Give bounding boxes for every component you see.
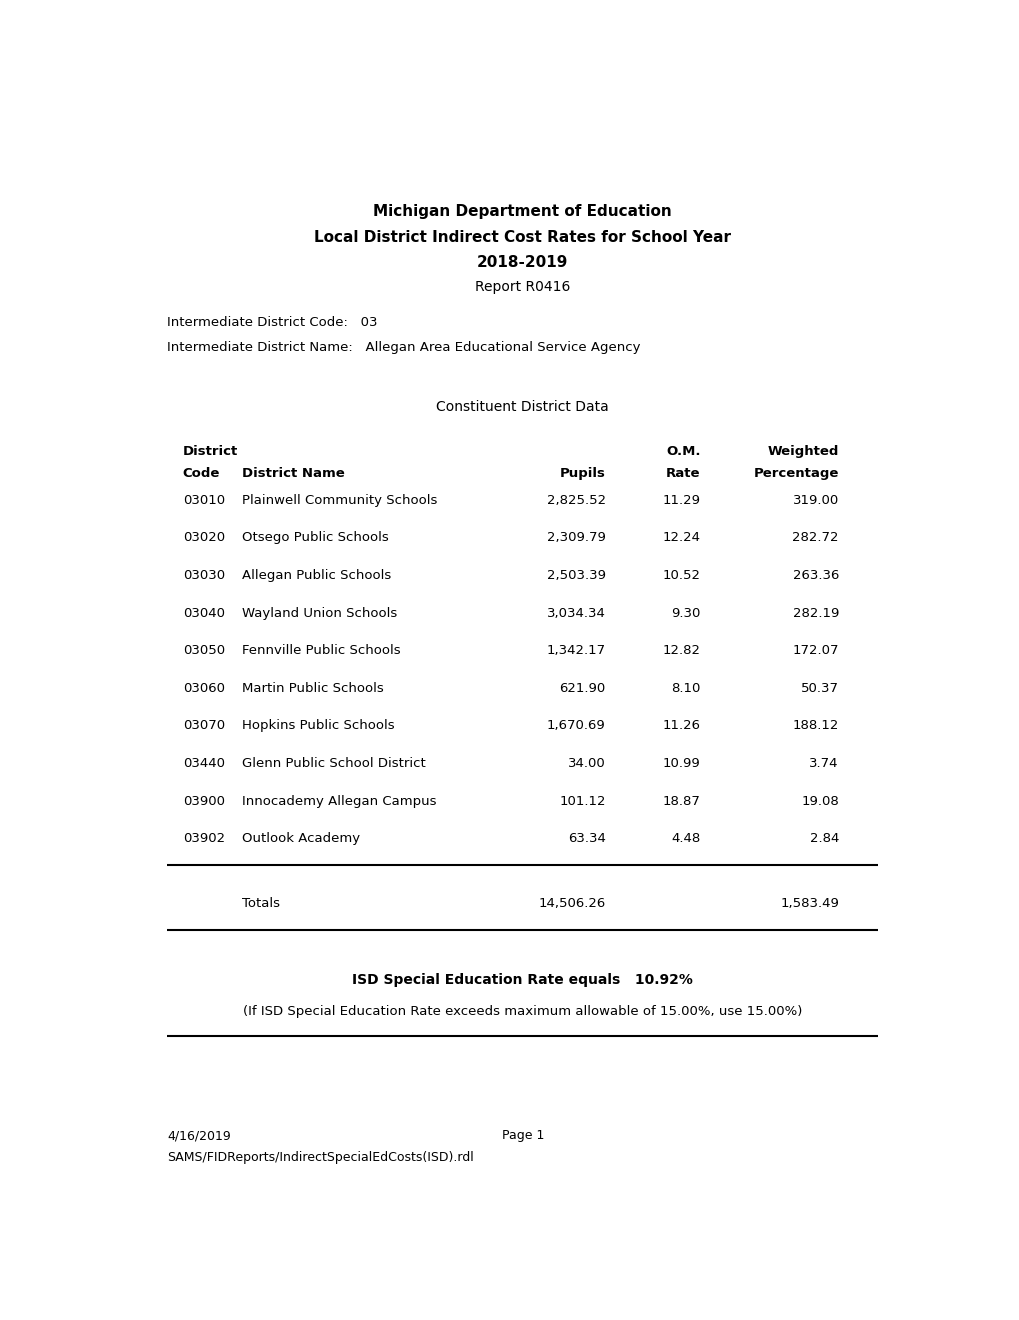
Text: 8.10: 8.10 bbox=[671, 682, 700, 694]
Text: Code: Code bbox=[182, 467, 220, 480]
Text: 34.00: 34.00 bbox=[568, 758, 605, 770]
Text: 2.84: 2.84 bbox=[809, 833, 839, 845]
Text: 03440: 03440 bbox=[182, 758, 224, 770]
Text: Rate: Rate bbox=[665, 467, 700, 480]
Text: 03030: 03030 bbox=[182, 569, 225, 582]
Text: 1,342.17: 1,342.17 bbox=[546, 644, 605, 657]
Text: 14,506.26: 14,506.26 bbox=[538, 898, 605, 911]
Text: Pupils: Pupils bbox=[559, 467, 605, 480]
Text: O.M.: O.M. bbox=[665, 445, 700, 458]
Text: Outlook Academy: Outlook Academy bbox=[242, 833, 360, 845]
Text: Allegan Public Schools: Allegan Public Schools bbox=[242, 569, 391, 582]
Text: 03900: 03900 bbox=[182, 795, 224, 808]
Text: 188.12: 188.12 bbox=[792, 719, 839, 733]
Text: Wayland Union Schools: Wayland Union Schools bbox=[242, 607, 397, 619]
Text: Local District Indirect Cost Rates for School Year: Local District Indirect Cost Rates for S… bbox=[314, 230, 731, 244]
Text: Plainwell Community Schools: Plainwell Community Schools bbox=[242, 494, 437, 507]
Text: 282.19: 282.19 bbox=[792, 607, 839, 619]
Text: Glenn Public School District: Glenn Public School District bbox=[242, 758, 426, 770]
Text: 263.36: 263.36 bbox=[792, 569, 839, 582]
Text: (If ISD Special Education Rate exceeds maximum allowable of 15.00%, use 15.00%): (If ISD Special Education Rate exceeds m… bbox=[243, 1005, 802, 1018]
Text: 2,309.79: 2,309.79 bbox=[546, 532, 605, 544]
Text: 63.34: 63.34 bbox=[568, 833, 605, 845]
Text: Totals: Totals bbox=[242, 898, 280, 911]
Text: 2,503.39: 2,503.39 bbox=[546, 569, 605, 582]
Text: 03050: 03050 bbox=[182, 644, 225, 657]
Text: Otsego Public Schools: Otsego Public Schools bbox=[242, 532, 388, 544]
Text: 4/16/2019: 4/16/2019 bbox=[167, 1129, 230, 1142]
Text: 03070: 03070 bbox=[182, 719, 225, 733]
Text: District Name: District Name bbox=[242, 467, 344, 480]
Text: 319.00: 319.00 bbox=[792, 494, 839, 507]
Text: 03902: 03902 bbox=[182, 833, 225, 845]
Text: Martin Public Schools: Martin Public Schools bbox=[242, 682, 383, 694]
Text: Percentage: Percentage bbox=[753, 467, 839, 480]
Text: 10.99: 10.99 bbox=[662, 758, 700, 770]
Text: 621.90: 621.90 bbox=[559, 682, 605, 694]
Text: 2,825.52: 2,825.52 bbox=[546, 494, 605, 507]
Text: 12.24: 12.24 bbox=[662, 532, 700, 544]
Text: 9.30: 9.30 bbox=[671, 607, 700, 619]
Text: Report R0416: Report R0416 bbox=[475, 280, 570, 294]
Text: Page 1: Page 1 bbox=[501, 1129, 543, 1142]
Text: 03060: 03060 bbox=[182, 682, 224, 694]
Text: District: District bbox=[182, 445, 237, 458]
Text: SAMS/FIDReports/IndirectSpecialEdCosts(ISD).rdl: SAMS/FIDReports/IndirectSpecialEdCosts(I… bbox=[167, 1151, 473, 1164]
Text: Weighted: Weighted bbox=[767, 445, 839, 458]
Text: 3.74: 3.74 bbox=[809, 758, 839, 770]
Text: Intermediate District Code:   03: Intermediate District Code: 03 bbox=[167, 315, 377, 329]
Text: 10.52: 10.52 bbox=[662, 569, 700, 582]
Text: Constituent District Data: Constituent District Data bbox=[436, 400, 608, 414]
Text: 19.08: 19.08 bbox=[800, 795, 839, 808]
Text: 03010: 03010 bbox=[182, 494, 225, 507]
Text: 4.48: 4.48 bbox=[671, 833, 700, 845]
Text: 03040: 03040 bbox=[182, 607, 224, 619]
Text: 3,034.34: 3,034.34 bbox=[546, 607, 605, 619]
Text: 50.37: 50.37 bbox=[800, 682, 839, 694]
Text: 101.12: 101.12 bbox=[558, 795, 605, 808]
Text: 282.72: 282.72 bbox=[792, 532, 839, 544]
Text: 11.26: 11.26 bbox=[662, 719, 700, 733]
Text: Fennville Public Schools: Fennville Public Schools bbox=[242, 644, 400, 657]
Text: ISD Special Education Rate equals   10.92%: ISD Special Education Rate equals 10.92% bbox=[352, 973, 693, 986]
Text: 11.29: 11.29 bbox=[662, 494, 700, 507]
Text: 1,670.69: 1,670.69 bbox=[546, 719, 605, 733]
Text: 2018-2019: 2018-2019 bbox=[477, 255, 568, 271]
Text: 03020: 03020 bbox=[182, 532, 225, 544]
Text: 1,583.49: 1,583.49 bbox=[780, 898, 839, 911]
Text: Innocademy Allegan Campus: Innocademy Allegan Campus bbox=[242, 795, 436, 808]
Text: Intermediate District Name:   Allegan Area Educational Service Agency: Intermediate District Name: Allegan Area… bbox=[167, 342, 640, 354]
Text: 172.07: 172.07 bbox=[792, 644, 839, 657]
Text: Michigan Department of Education: Michigan Department of Education bbox=[373, 205, 672, 219]
Text: 12.82: 12.82 bbox=[662, 644, 700, 657]
Text: 18.87: 18.87 bbox=[662, 795, 700, 808]
Text: Hopkins Public Schools: Hopkins Public Schools bbox=[242, 719, 394, 733]
